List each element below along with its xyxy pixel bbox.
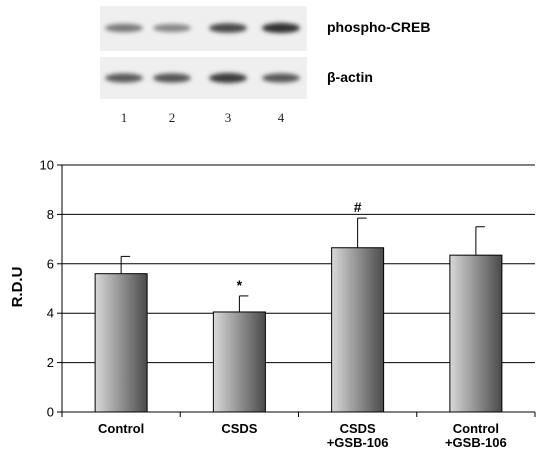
blot-band-row1-lane1 [105, 23, 143, 33]
blot-label-beta-actin: β-actin [327, 69, 373, 85]
x-category-label-3: CSDS +GSB-106 [327, 421, 389, 450]
y-tick-labels: 0 2 4 6 8 10 [40, 158, 54, 420]
blot-band-row1-lane2 [153, 23, 191, 33]
y-tick-label-6: 6 [47, 256, 54, 271]
x-category-label-2: CSDS [221, 421, 257, 436]
y-tick-label-0: 0 [47, 405, 54, 420]
blot-bands [105, 22, 300, 83]
y-axis-title: R.D.U [9, 267, 26, 308]
x-category-label-1: Control [98, 421, 144, 436]
lane-number-2: 2 [169, 110, 176, 125]
x-category-label-2-line-1: CSDS [221, 421, 257, 436]
significance-mark-3: # [354, 199, 362, 215]
blot-band-row2-lane1 [105, 73, 143, 83]
lane-number-3: 3 [225, 110, 232, 125]
western-blot: phospho-CREB β-actin 1 2 3 4 [100, 6, 430, 125]
x-category-label-4-line-2: +GSB-106 [445, 435, 507, 450]
axes [61, 165, 536, 417]
blot-band-row2-lane2 [153, 73, 191, 83]
y-tick-label-2: 2 [47, 355, 54, 370]
bar-4 [449, 254, 503, 413]
blot-band-row2-lane4 [262, 73, 300, 83]
blot-band-row2-lane3 [209, 73, 247, 83]
y-tick-label-10: 10 [40, 158, 54, 173]
x-category-label-4-line-1: Control [453, 421, 499, 436]
x-category-label-4: Control +GSB-106 [445, 421, 507, 450]
x-category-label-3-line-1: CSDS [340, 421, 376, 436]
error-bars [120, 217, 485, 312]
bar-3 [331, 247, 385, 413]
y-tick-label-4: 4 [47, 306, 54, 321]
significance-mark-2: * [237, 277, 243, 293]
bar-1 [94, 273, 148, 413]
blot-band-row1-lane4 [262, 22, 300, 34]
x-category-label-3-line-2: +GSB-106 [327, 435, 389, 450]
x-category-label-1-line-1: Control [98, 421, 144, 436]
bar-2 [212, 311, 266, 413]
blot-band-row1-lane3 [209, 23, 247, 33]
bars [94, 247, 503, 413]
lane-number-4: 4 [278, 110, 285, 125]
significance-marks: *# [237, 199, 362, 293]
blot-label-phospho-creb: phospho-CREB [327, 19, 430, 35]
lane-number-1: 1 [121, 110, 128, 125]
y-tick-label-8: 8 [47, 207, 54, 222]
